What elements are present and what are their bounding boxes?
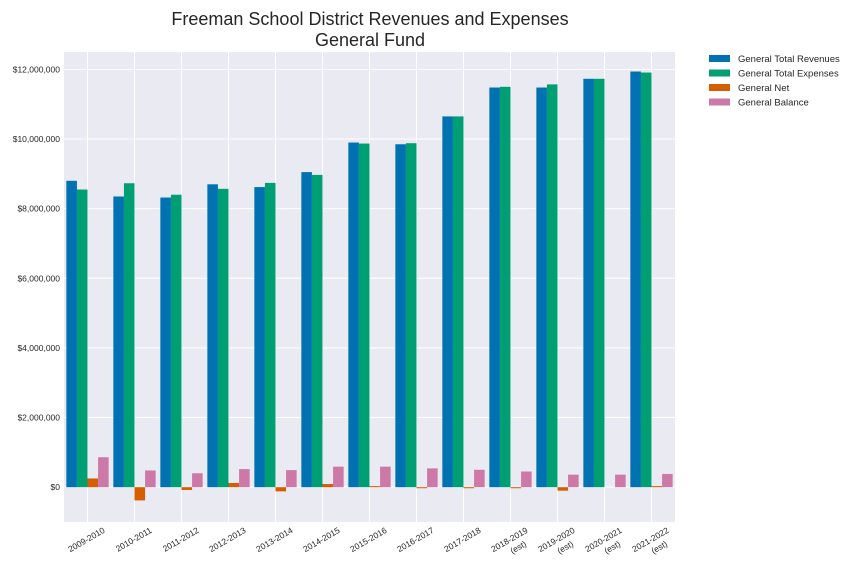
legend-swatch	[709, 55, 730, 62]
bar	[662, 473, 673, 488]
bar	[640, 72, 652, 488]
legend-swatch	[709, 98, 730, 106]
bar	[275, 487, 287, 492]
bar	[228, 483, 240, 488]
bar	[333, 466, 344, 488]
legend-label: General Total Expenses	[738, 69, 839, 80]
bar	[416, 487, 428, 489]
y-tick-label: $8,000,000	[17, 204, 60, 214]
bar	[98, 457, 109, 488]
bar	[264, 182, 276, 488]
bar	[568, 474, 579, 488]
y-axis-ticks: $0 $2,000,000 $4,000,000 $6,000,000 $8,000,0…	[13, 64, 61, 492]
svg-text:2011-2012: 2011-2012	[161, 525, 201, 554]
x-tick-label: 2010-2011	[114, 525, 154, 554]
bar	[239, 469, 250, 488]
bar	[286, 470, 297, 488]
x-tick-label: 2015-2016	[348, 525, 388, 554]
x-axis-ticks: 2009-2010 2010-2011 2011-2012 2012-2013 2013…	[66, 525, 676, 564]
svg-text:2014-2015: 2014-2015	[301, 525, 341, 554]
svg-text:2019-2020(est): 2019-2020(est)	[536, 525, 582, 564]
bar	[358, 143, 370, 488]
svg-text:2012-2013: 2012-2013	[207, 525, 247, 554]
bar	[499, 86, 511, 488]
x-tick-label: 2011-2012	[161, 525, 201, 554]
bar	[113, 196, 124, 488]
bar	[452, 116, 464, 488]
bar	[301, 172, 312, 488]
bar	[87, 478, 99, 488]
bar	[546, 84, 558, 488]
bar	[217, 188, 229, 488]
y-tick-label: $6,000,000	[17, 273, 60, 283]
bar	[181, 487, 193, 490]
x-tick-label: 2012-2013	[207, 525, 247, 554]
legend-swatch	[709, 69, 730, 77]
bar	[145, 470, 156, 488]
x-tick-label: 2016-2017	[395, 525, 435, 554]
bar	[427, 468, 438, 488]
bar	[510, 487, 522, 489]
chart-title: Freeman School District Revenues and Exp…	[171, 9, 568, 29]
legend-label: General Net	[738, 83, 790, 94]
bar	[170, 194, 182, 488]
x-tick-label: 2013-2014	[254, 525, 294, 554]
x-tick-label: 2020-2021(est)	[583, 525, 629, 564]
bar	[348, 142, 359, 488]
bar	[123, 183, 135, 488]
bar	[593, 78, 605, 488]
bar	[521, 471, 532, 488]
bars	[66, 71, 673, 501]
y-tick-label: $10,000,000	[13, 134, 61, 144]
bar	[322, 484, 334, 488]
legend-swatch	[709, 84, 730, 91]
x-tick-label: 2017-2018	[442, 525, 482, 554]
svg-text:2009-2010: 2009-2010	[66, 525, 106, 554]
bar	[160, 197, 171, 488]
bar	[442, 116, 453, 488]
bar	[651, 486, 663, 488]
chart-subtitle: General Fund	[315, 30, 425, 50]
svg-text:2010-2011: 2010-2011	[114, 525, 154, 554]
svg-text:2016-2017: 2016-2017	[395, 525, 435, 554]
svg-text:2020-2021(est): 2020-2021(est)	[583, 525, 629, 564]
y-tick-label: $2,000,000	[17, 413, 60, 423]
legend: General Total Revenues General Total Expe…	[709, 54, 840, 109]
legend-label: General Balance	[738, 98, 809, 109]
bar	[583, 78, 594, 488]
bar	[369, 486, 381, 488]
bar	[134, 487, 146, 501]
x-tick-label: 2021-2022(est)	[630, 525, 676, 564]
bar	[380, 466, 391, 488]
bar	[463, 487, 475, 489]
svg-text:2013-2014: 2013-2014	[254, 525, 294, 554]
x-tick-label: 2009-2010	[66, 525, 106, 554]
y-tick-label: $4,000,000	[17, 343, 60, 353]
bar	[66, 180, 77, 488]
legend-label: General Total Revenues	[738, 54, 840, 65]
y-tick-label: $0	[51, 482, 61, 492]
svg-text:2015-2016: 2015-2016	[348, 525, 388, 554]
bar	[405, 143, 417, 488]
bar	[536, 87, 547, 488]
y-tick-label: $12,000,000	[13, 64, 61, 74]
svg-text:2018-2019(est): 2018-2019(est)	[489, 525, 535, 564]
bar	[76, 189, 88, 488]
bar	[474, 469, 485, 488]
bar	[395, 144, 406, 488]
bar	[192, 473, 203, 488]
bar	[207, 184, 218, 488]
svg-text:2021-2022(est): 2021-2022(est)	[630, 525, 676, 564]
x-tick-label: 2014-2015	[301, 525, 341, 554]
x-tick-label: 2018-2019(est)	[489, 525, 535, 564]
bar	[557, 487, 569, 491]
svg-text:2017-2018: 2017-2018	[442, 525, 482, 554]
bar	[489, 87, 500, 488]
bar	[311, 174, 323, 488]
x-tick-label: 2019-2020(est)	[536, 525, 582, 564]
bar	[254, 187, 265, 488]
bar	[615, 474, 626, 488]
bar	[630, 71, 641, 488]
